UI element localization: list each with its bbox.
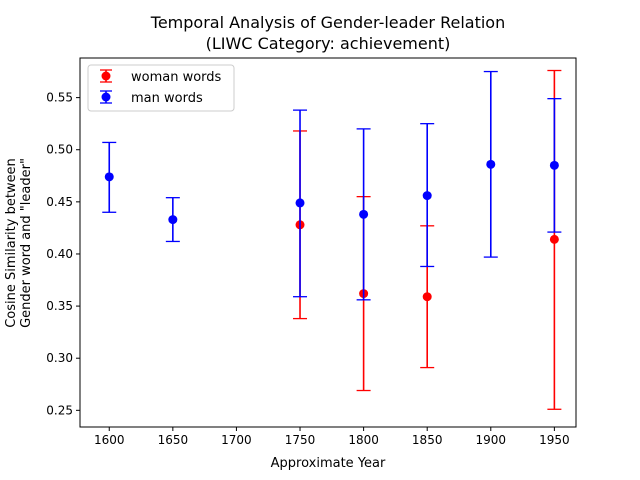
data-point <box>549 234 559 244</box>
series-man-words <box>102 70 562 301</box>
chart-title-line2: (LIWC Category: achievement) <box>206 34 451 53</box>
x-tick-label: 1900 <box>476 433 507 447</box>
y-axis: 0.25 0.30 0.35 0.40 0.45 0.50 0.55 <box>46 91 80 417</box>
legend-label: man words <box>131 91 203 106</box>
legend-label: woman words <box>131 70 222 85</box>
legend-marker-dot <box>101 71 111 81</box>
y-tick-label: 0.25 <box>46 403 73 417</box>
plot-area <box>102 69 562 410</box>
x-tick-label: 1850 <box>412 433 443 447</box>
legend: woman words man words <box>87 64 235 112</box>
y-tick-label: 0.50 <box>46 143 73 157</box>
data-point <box>295 198 305 208</box>
data-point <box>549 160 559 170</box>
data-point <box>359 209 369 219</box>
chart-title-line1: Temporal Analysis of Gender-leader Relat… <box>150 13 505 32</box>
data-point <box>104 172 114 182</box>
x-tick-label: 1800 <box>348 433 379 447</box>
x-tick-label: 1750 <box>285 433 316 447</box>
legend-marker-dot <box>101 92 111 102</box>
x-tick-label: 1600 <box>94 433 125 447</box>
y-tick-label: 0.45 <box>46 195 73 209</box>
y-tick-label: 0.35 <box>46 299 73 313</box>
x-axis-label: Approximate Year <box>271 456 386 471</box>
data-point <box>168 215 178 225</box>
y-axis-label-line2: Gender word and "leader" <box>19 158 34 328</box>
y-axis-label-line1: Cosine Similarity between <box>4 158 19 328</box>
x-tick-label: 1650 <box>158 433 189 447</box>
data-point <box>486 159 496 169</box>
x-tick-label: 1700 <box>221 433 252 447</box>
legend-frame <box>87 64 235 112</box>
plot-frame <box>79 57 577 428</box>
y-tick-label: 0.30 <box>46 351 73 365</box>
y-tick-label: 0.40 <box>46 247 73 261</box>
data-point <box>422 292 432 302</box>
data-point <box>422 191 432 201</box>
x-axis: 1600 1650 1700 1750 1800 1850 1900 1950 <box>94 427 570 447</box>
y-tick-label: 0.55 <box>46 91 73 105</box>
x-tick-label: 1950 <box>539 433 570 447</box>
